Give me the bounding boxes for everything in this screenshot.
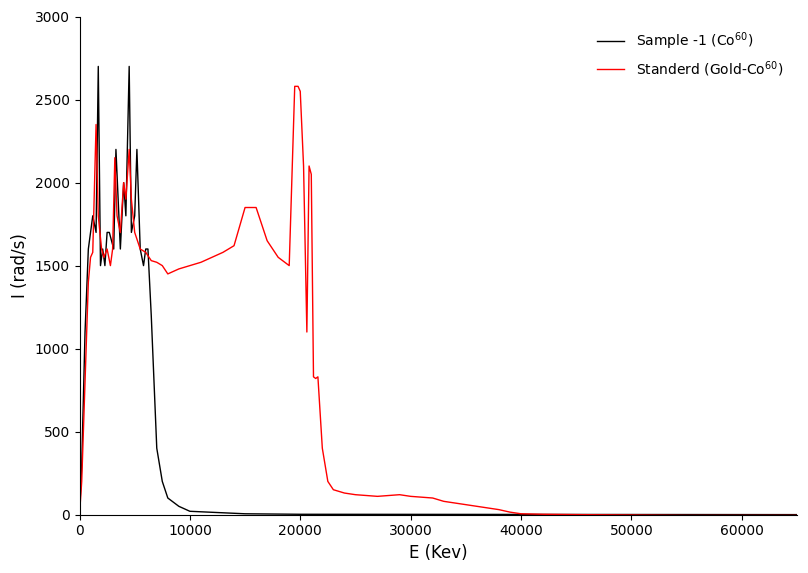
Standerd (Gold-Co$^{60}$) [152,259,162,266]
Sample -1 (Co$^{60}$) [132,146,141,153]
Sample -1 (Co$^{60}$) [139,262,149,269]
Sample -1 (Co$^{60}$) [113,196,123,203]
Line: Standerd (Gold-Co$^{60}$): Standerd (Gold-Co$^{60}$) [79,87,797,516]
Legend: Sample -1 (Co$^{60}$), Standerd (Gold-Co$^{60}$): Sample -1 (Co$^{60}$), Standerd (Gold-Co… [590,23,790,85]
Sample -1 (Co$^{60}$) [77,461,86,468]
Sample -1 (Co$^{60}$) [80,328,90,335]
Sample -1 (Co$^{60}$) [158,478,167,485]
X-axis label: E (Kev): E (Kev) [409,544,468,562]
Standerd (Gold-Co$^{60}$) [103,246,112,253]
Sample -1 (Co$^{60}$) [174,503,183,510]
Standerd (Gold-Co$^{60}$) [792,512,802,519]
Standerd (Gold-Co$^{60}$) [74,511,84,518]
Sample -1 (Co$^{60}$) [109,246,119,253]
Sample -1 (Co$^{60}$) [240,511,250,517]
Sample -1 (Co$^{60}$) [83,246,93,253]
Standerd (Gold-Co$^{60}$) [311,375,321,382]
Sample -1 (Co$^{60}$) [86,229,95,236]
Sample -1 (Co$^{60}$) [136,246,145,253]
Standerd (Gold-Co$^{60}$) [299,163,309,170]
Line: Sample -1 (Co$^{60}$): Sample -1 (Co$^{60}$) [79,66,797,515]
Sample -1 (Co$^{60}$) [91,229,101,236]
Sample -1 (Co$^{60}$) [127,229,137,236]
Sample -1 (Co$^{60}$) [130,213,140,219]
Sample -1 (Co$^{60}$) [116,246,125,253]
Sample -1 (Co$^{60}$) [98,246,107,253]
Sample -1 (Co$^{60}$) [124,63,134,70]
Sample -1 (Co$^{60}$) [119,179,128,186]
Sample -1 (Co$^{60}$) [185,508,195,515]
Sample -1 (Co$^{60}$) [103,229,112,236]
Sample -1 (Co$^{60}$) [143,246,153,253]
Sample -1 (Co$^{60}$) [152,445,162,452]
Sample -1 (Co$^{60}$) [296,511,305,518]
Sample -1 (Co$^{60}$) [792,511,802,518]
Standerd (Gold-Co$^{60}$) [682,512,692,519]
Sample -1 (Co$^{60}$) [95,262,105,269]
Sample -1 (Co$^{60}$) [88,213,98,219]
Sample -1 (Co$^{60}$) [104,229,114,236]
Standerd (Gold-Co$^{60}$) [516,511,526,517]
Sample -1 (Co$^{60}$) [146,312,156,319]
Sample -1 (Co$^{60}$) [100,262,110,269]
Sample -1 (Co$^{60}$) [94,63,103,70]
Sample -1 (Co$^{60}$) [107,237,116,244]
Y-axis label: I (rad/s): I (rad/s) [11,233,29,298]
Sample -1 (Co$^{60}$) [111,146,120,153]
Sample -1 (Co$^{60}$) [141,246,150,253]
Sample -1 (Co$^{60}$) [163,494,173,501]
Standerd (Gold-Co$^{60}$) [290,83,300,90]
Sample -1 (Co$^{60}$) [121,213,131,219]
Sample -1 (Co$^{60}$) [74,511,84,518]
Standerd (Gold-Co$^{60}$) [323,478,333,485]
